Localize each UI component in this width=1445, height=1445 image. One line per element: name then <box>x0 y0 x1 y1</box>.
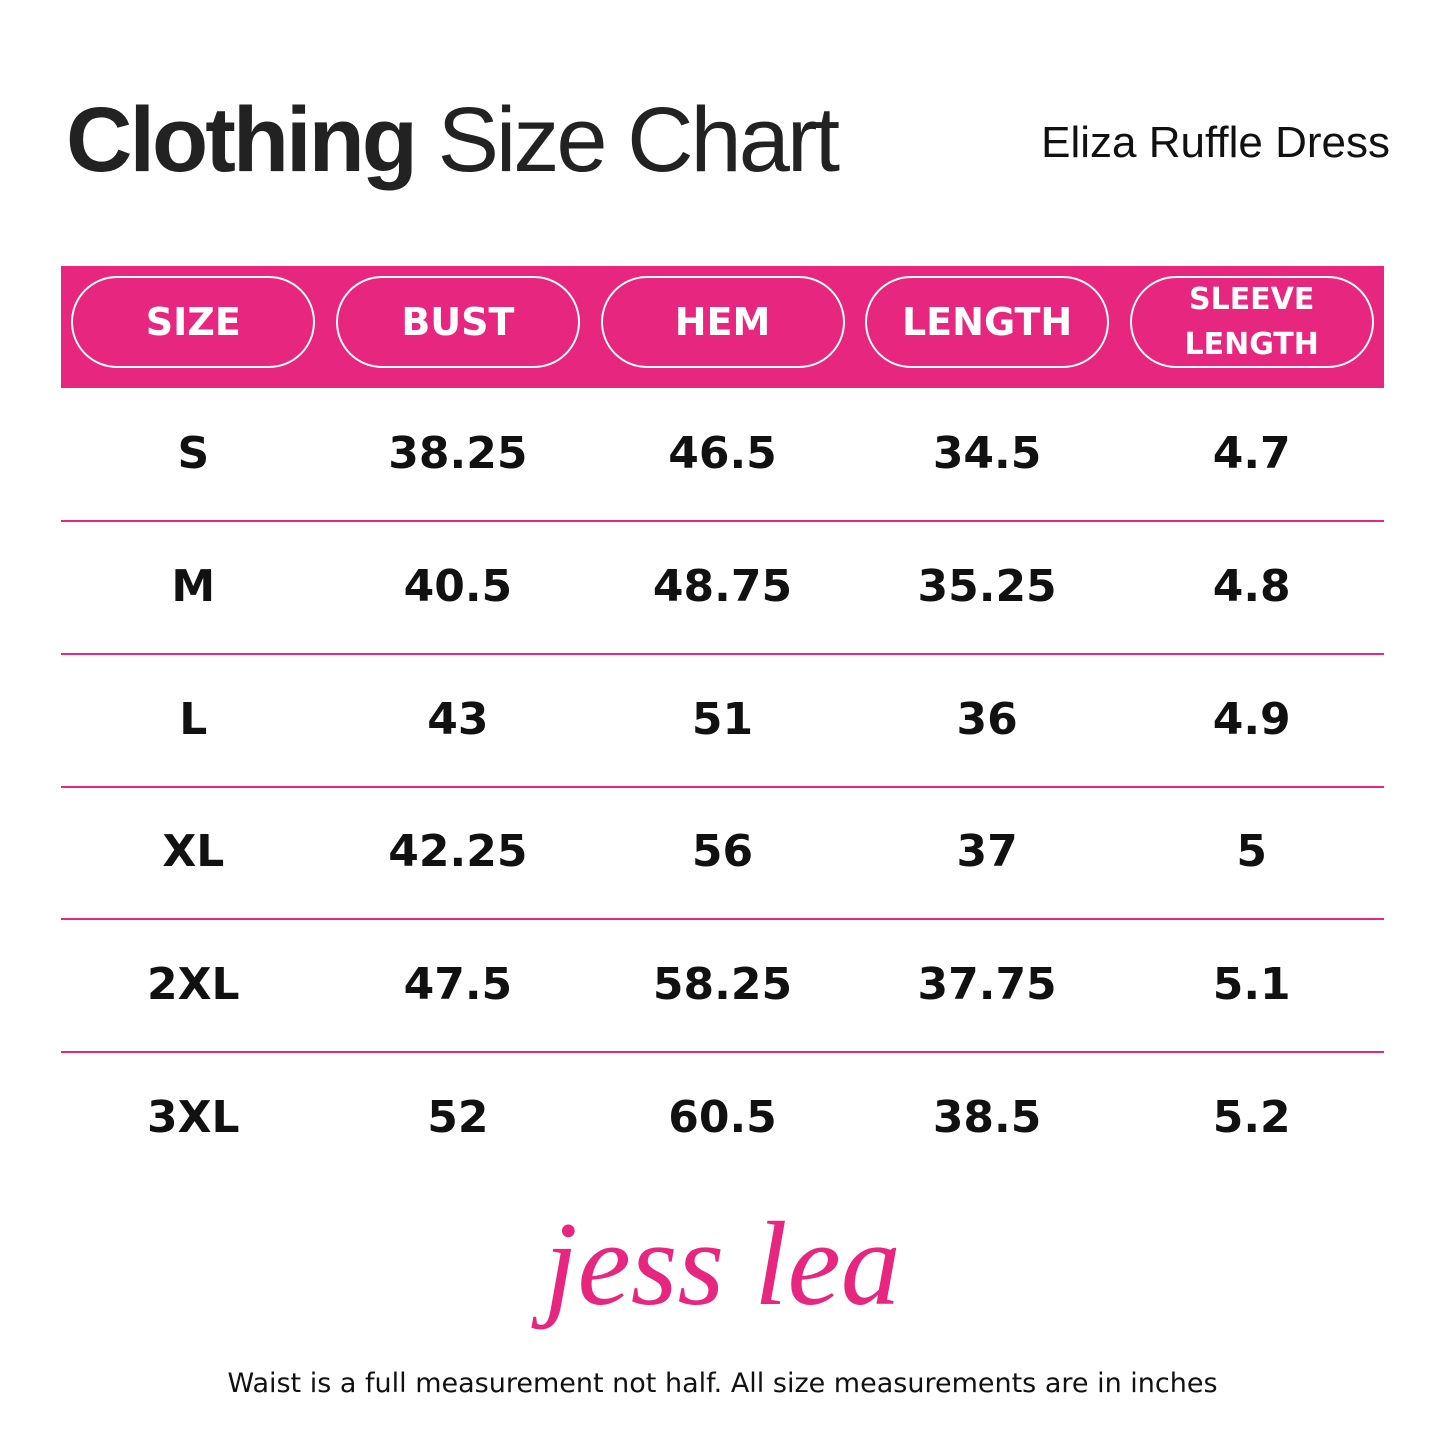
column-header: HEM <box>600 276 845 368</box>
table-cell: 46.5 <box>668 428 777 479</box>
table-cell: 43 <box>427 693 489 745</box>
table-cell: 5.2 <box>1212 1092 1291 1143</box>
row-divider <box>61 918 1384 921</box>
table-cell: 4.7 <box>1212 428 1291 479</box>
table-cell: 2XL <box>147 959 240 1011</box>
table-cell: 4.9 <box>1212 693 1291 745</box>
table-cell: L <box>179 693 208 745</box>
footer-note: Waist is a full measurement not half. Al… <box>227 1368 1218 1399</box>
table-cell: 52 <box>427 1092 489 1143</box>
row-divider <box>61 520 1384 522</box>
column-header: SLEEVE LENGTH <box>1129 276 1374 368</box>
table-cell: 48.75 <box>652 560 793 612</box>
table-cell: 56 <box>691 826 754 878</box>
table-cell: 37 <box>956 826 1018 878</box>
table-cell: 5.1 <box>1212 959 1291 1011</box>
table-cell: S <box>177 428 210 479</box>
table-cell: 58.25 <box>652 959 793 1011</box>
table-cell: 4.8 <box>1212 560 1291 612</box>
column-header: SIZE <box>71 276 316 368</box>
table-cell: 36 <box>956 693 1018 745</box>
table-cell: 37.75 <box>917 959 1057 1011</box>
row-divider <box>61 785 1384 788</box>
row-divider <box>61 652 1384 655</box>
table-cell: 47.5 <box>403 959 513 1011</box>
table-cell: 5 <box>1236 826 1267 878</box>
table-cell: 40.5 <box>403 560 513 612</box>
title-bold: Clothing <box>66 89 418 191</box>
table-cell: 34.5 <box>932 428 1042 479</box>
table-cell: 60.5 <box>668 1092 777 1143</box>
table-cell: 42.25 <box>388 826 528 878</box>
table-cell: 38.5 <box>932 1092 1042 1143</box>
column-header: LENGTH <box>865 276 1110 368</box>
column-header: BUST <box>335 276 580 368</box>
table-cell: M <box>171 560 216 612</box>
table-cell: 51 <box>691 693 754 745</box>
table-cell: XL <box>162 826 225 878</box>
title-rest: Size Chart <box>437 89 840 191</box>
logo: jess lea <box>544 1197 901 1330</box>
table-cell: 3XL <box>147 1092 240 1143</box>
row-divider <box>61 1051 1384 1054</box>
product-name: Eliza Ruffle Dress <box>1041 118 1390 167</box>
table-cell: 35.25 <box>917 560 1057 612</box>
title: Clothing Size Chart <box>66 88 840 193</box>
header-bar: SIZE BUST HEM LENGTH SLEEVE LENGTH <box>61 266 1384 388</box>
table-cell: 38.25 <box>388 428 528 479</box>
